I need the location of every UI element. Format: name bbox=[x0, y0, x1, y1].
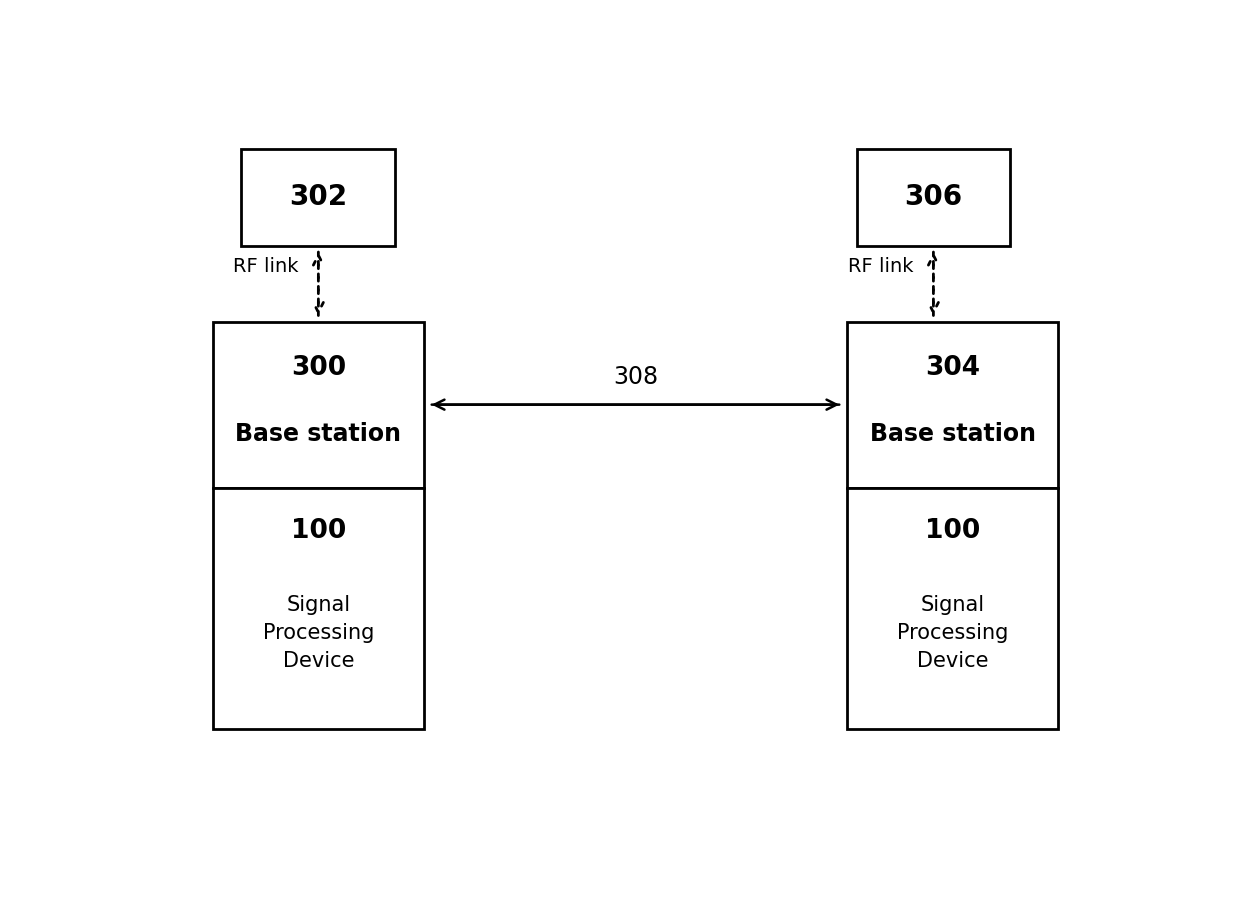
Text: Base station: Base station bbox=[236, 422, 402, 447]
Text: 300: 300 bbox=[291, 355, 346, 381]
Text: RF link: RF link bbox=[848, 257, 914, 276]
Text: 308: 308 bbox=[613, 365, 658, 389]
Text: 306: 306 bbox=[904, 183, 962, 212]
Text: 304: 304 bbox=[925, 355, 980, 381]
Text: RF link: RF link bbox=[233, 257, 299, 276]
Bar bbox=[857, 149, 1011, 246]
Text: Signal
Processing
Device: Signal Processing Device bbox=[263, 595, 374, 671]
Bar bbox=[213, 322, 424, 488]
Text: Base station: Base station bbox=[869, 422, 1035, 447]
Text: 302: 302 bbox=[289, 183, 347, 212]
Bar bbox=[847, 322, 1058, 488]
Text: 100: 100 bbox=[290, 518, 346, 544]
Text: Signal
Processing
Device: Signal Processing Device bbox=[897, 595, 1008, 671]
Bar bbox=[242, 149, 396, 246]
Bar bbox=[213, 488, 424, 729]
Text: 100: 100 bbox=[925, 518, 981, 544]
Bar bbox=[847, 488, 1058, 729]
